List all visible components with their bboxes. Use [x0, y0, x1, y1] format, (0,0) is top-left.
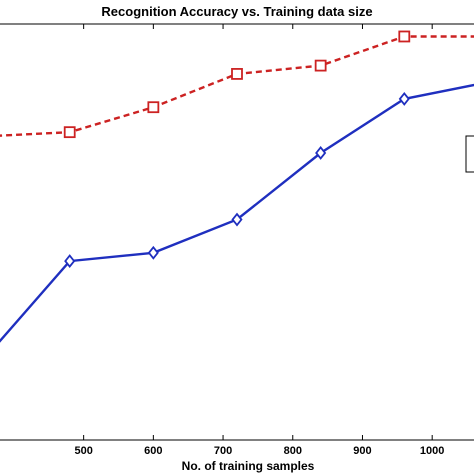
series-line-1	[0, 35, 474, 137]
x-axis-label: No. of training samples	[182, 459, 315, 473]
x-tick-label: 500	[74, 445, 92, 457]
legend-box	[465, 135, 474, 173]
series-2-point	[315, 146, 327, 160]
series-2-point	[231, 212, 243, 227]
legend-frame	[465, 135, 474, 173]
x-tick-label: 800	[284, 445, 302, 457]
series-1-point	[63, 126, 76, 139]
series-1-point	[398, 30, 411, 43]
series-layer	[0, 30, 474, 343]
series-2-point	[64, 254, 76, 269]
x-tick-label: 600	[144, 445, 162, 457]
axes	[0, 23, 474, 441]
series-1-point	[231, 68, 243, 80]
series-2-point	[147, 245, 159, 260]
series-2-point	[398, 91, 410, 106]
series-1-point	[147, 101, 160, 114]
x-tick-label: 1000	[420, 445, 444, 457]
series-1-point	[314, 59, 327, 72]
tick-labels: 500 600 700 800 900 1000	[74, 445, 444, 457]
chart-title: Recognition Accuracy vs. Training data s…	[101, 4, 372, 19]
x-tick-label: 900	[353, 445, 371, 457]
x-tick-label: 700	[214, 445, 232, 457]
